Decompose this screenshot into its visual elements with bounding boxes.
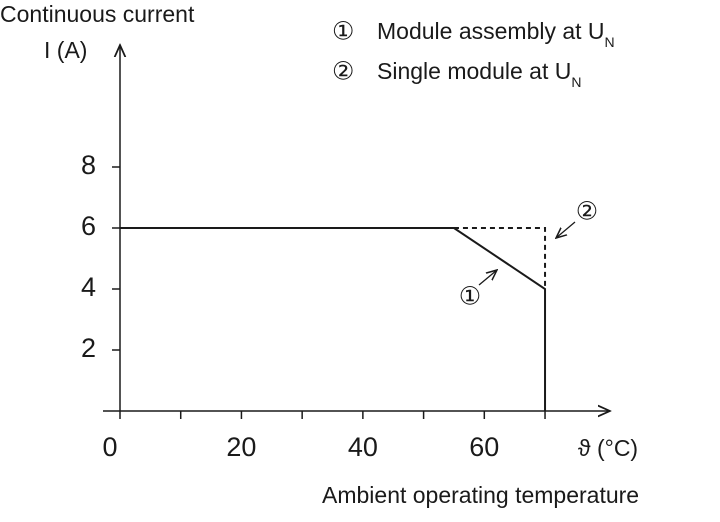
legend-marker: ② [332, 58, 354, 86]
y-tick-label: 4 [81, 272, 96, 302]
x-axis-title: Ambient operating temperature [322, 482, 639, 508]
legend-label: Single module at UN [377, 58, 581, 90]
y-axis-unit: I (A) [44, 37, 87, 63]
y-tick-label: 8 [81, 150, 96, 180]
series-line [453, 227, 547, 289]
legend-name: Single module at U [377, 58, 571, 84]
x-axis-unit: ϑ (°C) [578, 435, 638, 461]
series-annotation: ② [576, 198, 598, 226]
legend-subscript: N [571, 74, 581, 90]
legend-marker: ① [332, 18, 354, 46]
series-annotation: ① [459, 283, 481, 311]
y-tick-label: 2 [81, 333, 96, 363]
y-axis-title: Continuous current [0, 1, 195, 27]
legend-name: Module assembly at U [377, 18, 605, 44]
y-tick-label: 6 [81, 211, 96, 241]
x-tick-label: 0 [102, 432, 117, 462]
x-tick-label: 40 [348, 432, 378, 462]
series-line [120, 227, 547, 411]
legend-subscript: N [605, 34, 615, 50]
annotation-arrow [478, 270, 497, 286]
x-tick-label: 20 [226, 432, 256, 462]
annotation-arrow [556, 221, 576, 238]
x-tick-label: 60 [469, 432, 499, 462]
legend-label: Module assembly at UN [377, 18, 615, 50]
